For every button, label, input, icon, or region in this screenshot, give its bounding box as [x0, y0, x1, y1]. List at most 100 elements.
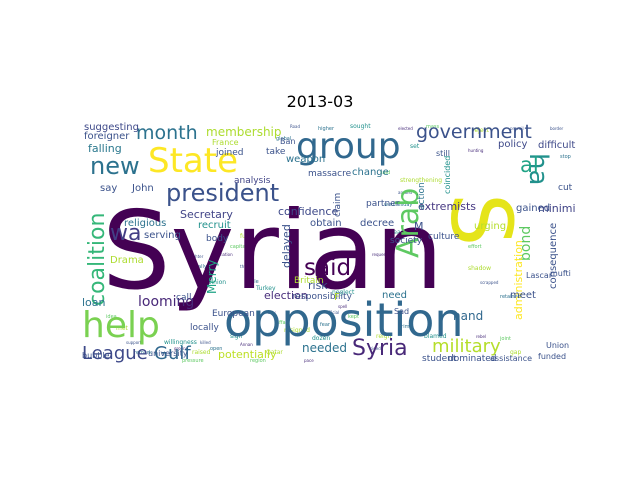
tiny-word: dozen: [312, 335, 330, 342]
cloud-word-still: still: [436, 149, 450, 158]
tiny-word: support: [126, 340, 142, 345]
cloud-word-obtain: obtain: [310, 218, 342, 229]
tiny-word: gap: [510, 349, 521, 356]
cloud-word-arab: Arab: [391, 188, 426, 258]
tiny-word: official: [326, 310, 339, 315]
cloud-word-membership: membership: [206, 125, 282, 139]
cloud-word-union: Union: [546, 341, 569, 350]
cloud-word-cut: cut: [558, 183, 573, 193]
cloud-word-policy: policy: [498, 139, 528, 150]
tiny-word: opinion: [204, 279, 226, 286]
tiny-word: wednesday: [384, 202, 412, 208]
tiny-word: rebel: [476, 334, 486, 339]
cloud-word-difficult: difficult: [538, 140, 575, 151]
cloud-word-action: action: [417, 182, 427, 210]
cloud-word-looming: looming: [138, 294, 194, 310]
tiny-word: elected: [398, 126, 413, 131]
cloud-word-f: F: [334, 292, 340, 303]
cloud-word-lascar: Lascar: [526, 271, 553, 280]
cloud-word-consequence: consequence: [548, 223, 559, 289]
cloud-word-urging: urging: [474, 221, 506, 232]
tiny-word: Road: [290, 124, 300, 129]
tiny-word: kept: [348, 314, 359, 320]
tiny-word: blamed: [424, 333, 447, 340]
tiny-word: Turkey: [255, 285, 276, 292]
cloud-word-merry: Merry: [205, 260, 219, 295]
word-cloud-background: [80, 118, 576, 366]
cloud-word-locally: locally: [190, 323, 219, 333]
cloud-word-opposition: opposition: [224, 293, 464, 347]
tiny-word: strengthening: [400, 177, 442, 184]
tiny-word: fear: [320, 322, 331, 328]
cloud-word-bond: bond: [518, 226, 534, 261]
tiny-word: prime: [398, 324, 413, 330]
cloud-word-said: said: [304, 255, 351, 281]
cloud-word-falling: falling: [88, 142, 122, 155]
cloud-word-society: society: [390, 236, 423, 246]
cloud-word-religious: religious: [124, 218, 166, 229]
tiny-word: sought: [350, 123, 371, 130]
tiny-word: joint: [499, 336, 511, 342]
tiny-word: killed: [200, 340, 211, 345]
tiny-word: tiny: [268, 310, 276, 315]
tiny-word: Annan: [240, 342, 253, 347]
cloud-word-european: European: [212, 309, 255, 319]
cloud-word-m: M: [414, 220, 424, 233]
tiny-word: remark: [134, 350, 152, 356]
tiny-word: global: [276, 136, 291, 142]
figure-title: 2013-03: [286, 92, 354, 111]
tiny-word: ally: [198, 264, 207, 270]
cloud-word-loan: loan: [82, 296, 106, 309]
cloud-word-meet: meet: [510, 290, 536, 301]
tiny-word: pressure: [182, 358, 204, 364]
cloud-word-coincided: coincided: [443, 156, 452, 194]
cloud-word-new: new: [90, 152, 140, 180]
tiny-word: willingness: [164, 339, 197, 346]
cloud-word-group: group: [296, 126, 401, 167]
cloud-word-france: France: [212, 138, 239, 147]
tiny-word: open: [210, 346, 222, 352]
tiny-word: spell: [338, 304, 347, 309]
tiny-word: cease: [390, 229, 408, 236]
cloud-word-risk: risk: [308, 279, 328, 292]
cloud-word-funded: funded: [538, 352, 566, 361]
word-cloud: Road higher sought elected mass reject prevail…: [82, 121, 576, 364]
tiny-word: region: [250, 358, 266, 364]
cloud-word-serving: serving: [144, 230, 181, 241]
cloud-word-university: university: [148, 349, 188, 358]
cloud-word-delayed: delayed: [280, 224, 293, 268]
cloud-word-decree: decree: [360, 218, 394, 229]
cloud-word-al: al: [520, 153, 539, 177]
cloud-word-responsibility: responsibility: [292, 292, 353, 302]
cloud-word-sad: Sad: [394, 307, 409, 316]
tiny-word: raised: [192, 349, 211, 356]
cloud-word-president: president: [166, 179, 279, 207]
cloud-word-need: need: [382, 290, 407, 301]
cloud-word-syria: Syria: [352, 336, 408, 361]
cloud-word-election: election: [264, 289, 308, 302]
cloud-word-league: League: [82, 343, 148, 364]
tiny-word: border: [550, 126, 564, 131]
cloud-word-confidence: confidence: [278, 205, 338, 218]
tiny-word: retained: [500, 294, 521, 300]
tiny-word: affair: [276, 320, 290, 326]
cloud-word-syrian: Syrian: [102, 189, 444, 314]
tiny-word: mass: [426, 124, 440, 130]
cloud-word-call: call: [176, 293, 191, 303]
tiny-word: hunting: [468, 148, 484, 153]
cloud-word-coalition: coalition: [85, 213, 110, 306]
cloud-word-suggesting: suggesting: [84, 122, 139, 133]
cloud-word-recruit: recruit: [198, 220, 231, 231]
tiny-word: fund: [240, 233, 254, 240]
tiny-word: fighter: [190, 254, 204, 259]
cloud-word-john: John: [131, 183, 154, 194]
cloud-word-say: say: [100, 183, 117, 194]
cloud-word-partner: partner: [366, 199, 400, 209]
tiny-word: neglect: [332, 289, 355, 296]
cloud-word-body: body: [206, 234, 229, 244]
tiny-word: set: [410, 143, 420, 150]
cloud-word-student: student: [422, 354, 457, 364]
cloud-word-secretary: Secretary: [180, 208, 233, 221]
tiny-word: higher: [318, 126, 335, 132]
tiny-word: reign: [376, 333, 392, 340]
